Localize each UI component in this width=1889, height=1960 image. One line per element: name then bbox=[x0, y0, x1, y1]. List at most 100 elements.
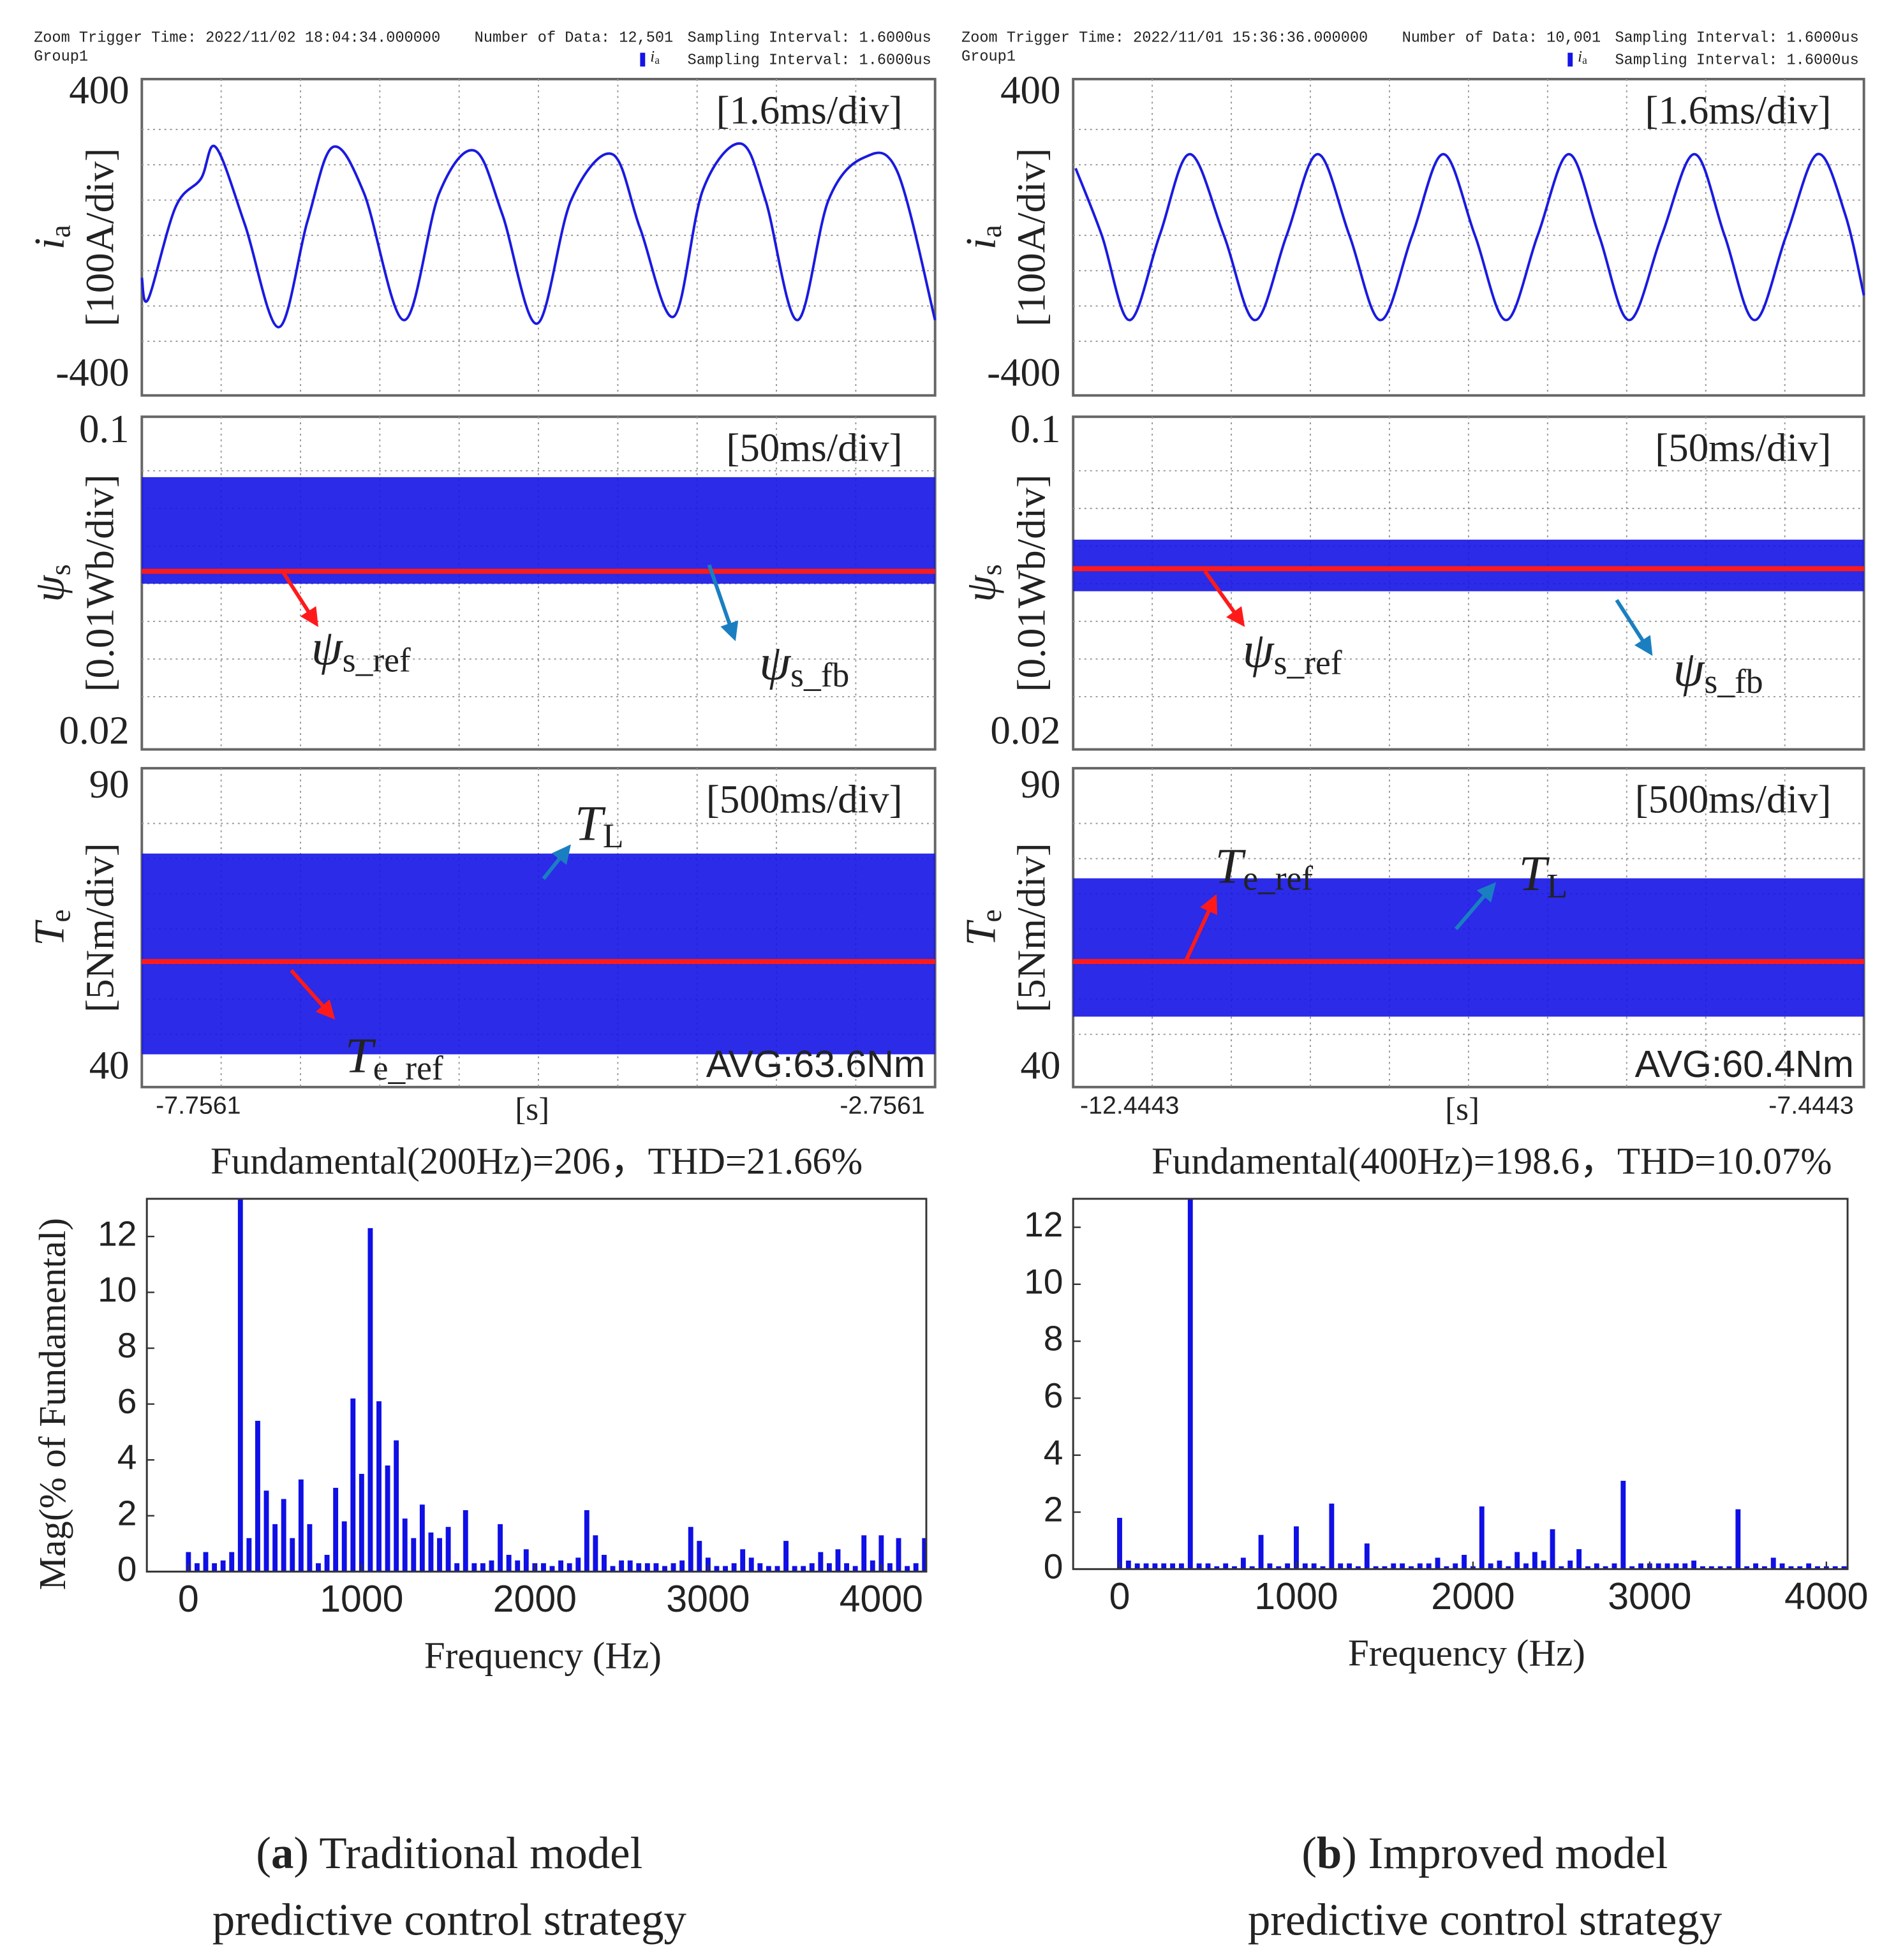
bar bbox=[852, 1566, 858, 1572]
chart-title: Fundamental(200Hz)=206，THD=21.66% bbox=[211, 1140, 863, 1182]
bar bbox=[489, 1560, 494, 1572]
bar bbox=[1276, 1566, 1282, 1570]
bar bbox=[748, 1557, 754, 1572]
bar bbox=[437, 1538, 442, 1572]
label-subscript: a bbox=[1582, 54, 1587, 66]
label-symbol: T bbox=[1519, 846, 1550, 902]
bar bbox=[1726, 1566, 1732, 1570]
bar bbox=[186, 1552, 191, 1572]
caption-letter: b bbox=[1317, 1829, 1342, 1878]
timebase-label: [50ms/div] bbox=[1655, 426, 1831, 470]
bar bbox=[1152, 1563, 1158, 1570]
feedback-label: TL bbox=[1519, 846, 1567, 905]
label-subscript: e_ref bbox=[373, 1049, 443, 1087]
label-symbol: ψ bbox=[1243, 623, 1275, 678]
chart-title: Fundamental(400Hz)=198.6，THD=10.07% bbox=[1152, 1140, 1832, 1182]
feedback-arrow bbox=[707, 564, 739, 642]
feedback-arrow bbox=[542, 844, 571, 880]
label-subscript: a bbox=[975, 225, 1008, 237]
bar bbox=[229, 1552, 235, 1572]
x-tick-label: 4000 bbox=[840, 1578, 923, 1620]
plot-frame bbox=[145, 1198, 928, 1573]
y-axis-symbol: ia bbox=[958, 225, 1008, 249]
label-symbol: i bbox=[650, 47, 655, 65]
bar bbox=[835, 1549, 841, 1572]
bar bbox=[1391, 1563, 1396, 1570]
bar bbox=[1373, 1566, 1379, 1570]
bars bbox=[186, 1198, 926, 1572]
bar bbox=[1125, 1560, 1131, 1570]
y-axis-symbol: Te bbox=[26, 909, 77, 946]
y-tick-label: 0 bbox=[117, 1549, 137, 1589]
x-tick-label: 0 bbox=[178, 1578, 199, 1620]
bar bbox=[194, 1563, 200, 1572]
y-axis-label: Mag(% of Fundamental) bbox=[31, 1218, 73, 1590]
header-trigger: Zoom Trigger Time: 2022/11/02 18:04:34.0… bbox=[34, 29, 440, 47]
y-tick-label: 8 bbox=[1044, 1319, 1063, 1358]
bar bbox=[1302, 1563, 1308, 1570]
label-subscript: s bbox=[44, 564, 77, 575]
label-symbol: ψ bbox=[1673, 642, 1705, 697]
bar bbox=[584, 1510, 589, 1572]
bar bbox=[1532, 1552, 1537, 1570]
reference-arrow bbox=[290, 969, 336, 1020]
y-axis-symbol: ψs bbox=[958, 564, 1008, 602]
x-axis-label: Frequency (Hz) bbox=[424, 1635, 662, 1677]
x-tick-label: 1000 bbox=[320, 1578, 403, 1620]
label-symbol: i bbox=[1578, 47, 1582, 65]
label-subscript: s_fb bbox=[1704, 662, 1763, 701]
bar bbox=[627, 1560, 633, 1572]
bar bbox=[1444, 1566, 1449, 1570]
bar bbox=[774, 1566, 780, 1572]
bar bbox=[1205, 1563, 1211, 1570]
bar bbox=[1638, 1563, 1643, 1570]
bar bbox=[792, 1566, 797, 1572]
y-tick-label: 40 bbox=[89, 1043, 130, 1088]
y-axis-unit: [0.01Wb/div] bbox=[1009, 474, 1054, 692]
y-axis-symbol: Te bbox=[958, 909, 1008, 946]
feedback-arrow bbox=[1454, 882, 1497, 930]
x-tick-label: 2000 bbox=[1431, 1575, 1515, 1617]
legend-text: Sampling Interval: 1.6000us bbox=[1615, 52, 1859, 70]
bar bbox=[610, 1566, 616, 1572]
bar bbox=[1409, 1566, 1414, 1570]
bar bbox=[324, 1554, 330, 1572]
label-subscript: L bbox=[603, 817, 624, 855]
x-tick-label: 1000 bbox=[1254, 1575, 1338, 1617]
x-tick-label: -12.4443 bbox=[1080, 1092, 1179, 1120]
x-axis-label: Frequency (Hz) bbox=[1348, 1632, 1585, 1674]
bar bbox=[1656, 1563, 1661, 1570]
bar bbox=[1708, 1566, 1714, 1570]
bar bbox=[1285, 1563, 1291, 1570]
bar bbox=[1806, 1563, 1812, 1570]
bar bbox=[307, 1524, 313, 1572]
label-subscript: a bbox=[655, 54, 660, 66]
bar bbox=[1779, 1563, 1785, 1570]
label-symbol: T bbox=[958, 919, 1005, 946]
bar bbox=[1735, 1509, 1741, 1570]
bar bbox=[922, 1538, 926, 1572]
timebase-label: [1.6ms/div] bbox=[716, 88, 903, 133]
bar bbox=[1134, 1563, 1140, 1570]
x-tick-label: 3000 bbox=[1608, 1575, 1691, 1617]
x-tick-label: 4000 bbox=[1784, 1575, 1868, 1617]
bar bbox=[1841, 1566, 1847, 1570]
bar bbox=[255, 1420, 260, 1572]
y-axis-symbol: ia bbox=[26, 225, 77, 249]
reference-arrow bbox=[281, 570, 318, 627]
timebase-label: [50ms/div] bbox=[726, 426, 902, 470]
bar bbox=[1462, 1554, 1467, 1570]
bar bbox=[419, 1504, 425, 1572]
bar bbox=[1523, 1563, 1529, 1570]
bar bbox=[757, 1563, 763, 1572]
feedback-label: ψs_fb bbox=[1673, 642, 1763, 701]
bar bbox=[263, 1490, 269, 1572]
reference-arrow bbox=[1184, 894, 1218, 961]
bars bbox=[1117, 1198, 1847, 1570]
bar bbox=[878, 1535, 884, 1572]
bar bbox=[1417, 1563, 1423, 1570]
bar bbox=[653, 1563, 659, 1572]
bar bbox=[679, 1560, 685, 1572]
label-symbol: i bbox=[958, 238, 1005, 250]
